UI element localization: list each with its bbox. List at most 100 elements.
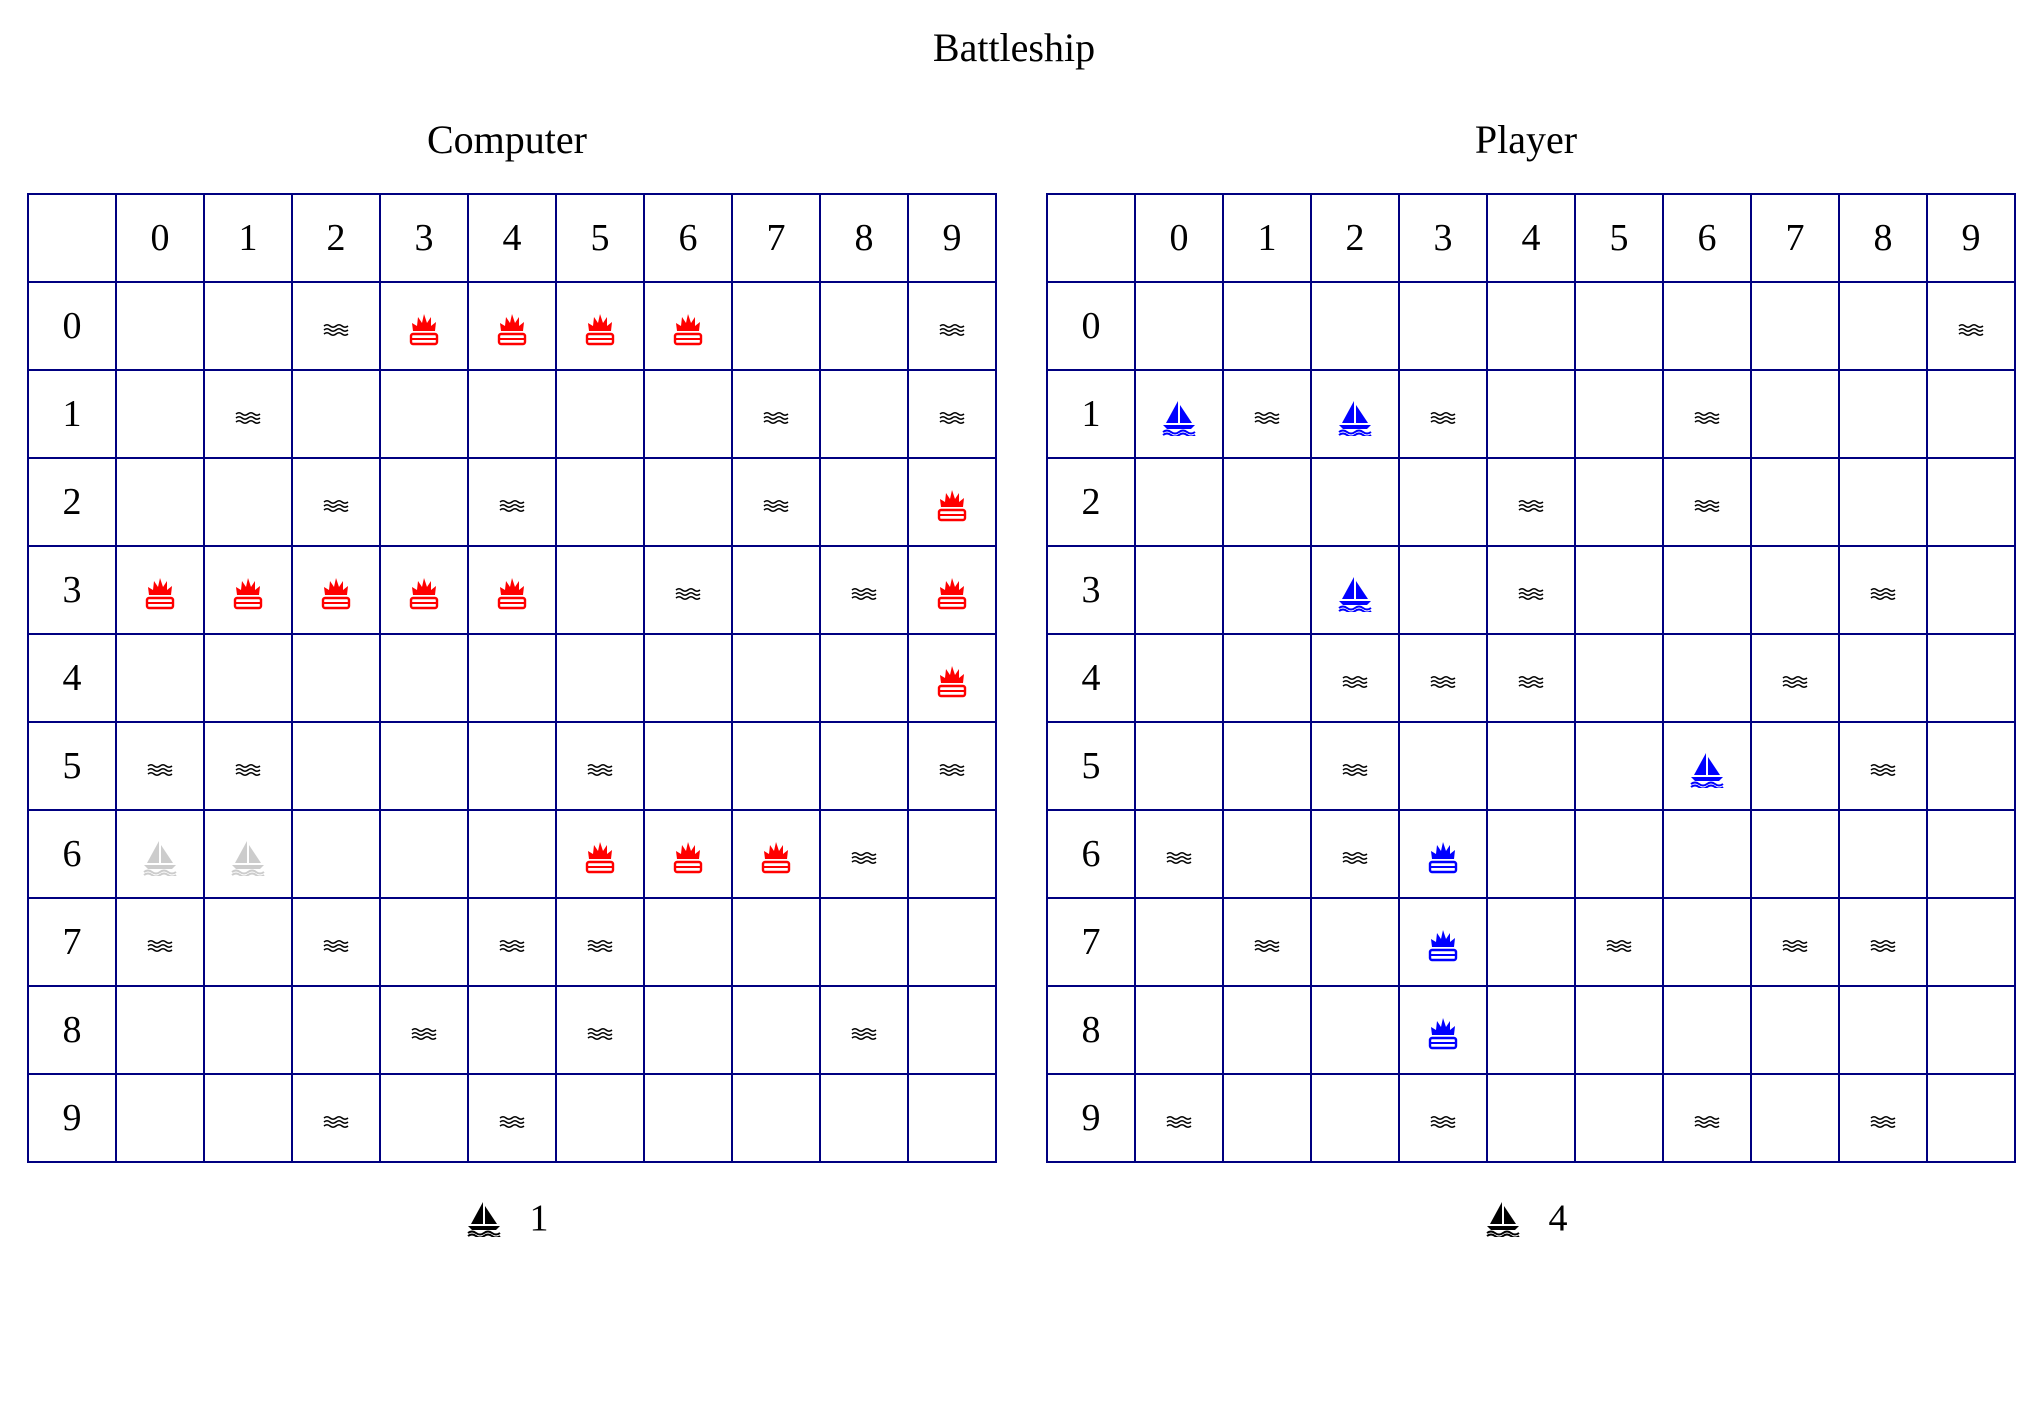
grid-cell[interactable] bbox=[1662, 809, 1752, 899]
grid-cell[interactable] bbox=[1310, 897, 1400, 987]
grid-cell[interactable] bbox=[1750, 1073, 1840, 1163]
grid-cell[interactable] bbox=[203, 457, 293, 547]
grid-cell[interactable] bbox=[731, 721, 821, 811]
grid-cell[interactable] bbox=[115, 721, 205, 811]
grid-cell[interactable] bbox=[1486, 545, 1576, 635]
grid-cell[interactable] bbox=[731, 545, 821, 635]
grid-cell[interactable] bbox=[1222, 633, 1312, 723]
grid-cell[interactable] bbox=[1838, 457, 1928, 547]
grid-cell[interactable] bbox=[1486, 281, 1576, 371]
grid-cell[interactable] bbox=[555, 721, 645, 811]
grid-cell[interactable] bbox=[643, 985, 733, 1075]
grid-cell[interactable] bbox=[1838, 1073, 1928, 1163]
grid-cell[interactable] bbox=[1222, 809, 1312, 899]
grid-cell[interactable] bbox=[1662, 985, 1752, 1075]
grid-cell[interactable] bbox=[819, 721, 909, 811]
grid-cell[interactable] bbox=[1398, 897, 1488, 987]
grid-cell[interactable] bbox=[1574, 633, 1664, 723]
grid-cell[interactable] bbox=[115, 809, 205, 899]
grid-cell[interactable] bbox=[555, 457, 645, 547]
grid-cell[interactable] bbox=[907, 985, 997, 1075]
grid-cell[interactable] bbox=[1134, 721, 1224, 811]
grid-cell[interactable] bbox=[1310, 281, 1400, 371]
grid-cell[interactable] bbox=[115, 633, 205, 723]
grid-cell[interactable] bbox=[1750, 897, 1840, 987]
grid-cell[interactable] bbox=[1398, 457, 1488, 547]
grid-cell[interactable] bbox=[1662, 545, 1752, 635]
grid-cell[interactable] bbox=[555, 281, 645, 371]
grid-cell[interactable] bbox=[1662, 721, 1752, 811]
grid-cell[interactable] bbox=[203, 633, 293, 723]
grid-cell[interactable] bbox=[1222, 985, 1312, 1075]
grid-cell[interactable] bbox=[291, 985, 381, 1075]
grid-cell[interactable] bbox=[1134, 633, 1224, 723]
grid-cell[interactable] bbox=[643, 1073, 733, 1163]
grid-cell[interactable] bbox=[1662, 281, 1752, 371]
grid-cell[interactable] bbox=[291, 721, 381, 811]
grid-cell[interactable] bbox=[1398, 633, 1488, 723]
grid-cell[interactable] bbox=[1574, 457, 1664, 547]
grid-cell[interactable] bbox=[1750, 809, 1840, 899]
grid-cell[interactable] bbox=[643, 721, 733, 811]
grid-cell[interactable] bbox=[643, 809, 733, 899]
grid-cell[interactable] bbox=[291, 633, 381, 723]
grid-cell[interactable] bbox=[907, 545, 997, 635]
grid-cell[interactable] bbox=[379, 545, 469, 635]
grid-cell[interactable] bbox=[731, 633, 821, 723]
grid-cell[interactable] bbox=[467, 721, 557, 811]
grid-cell[interactable] bbox=[1310, 369, 1400, 459]
grid-cell[interactable] bbox=[115, 985, 205, 1075]
grid-cell[interactable] bbox=[1838, 985, 1928, 1075]
grid-cell[interactable] bbox=[1574, 1073, 1664, 1163]
grid-cell[interactable] bbox=[1486, 369, 1576, 459]
grid-cell[interactable] bbox=[1134, 369, 1224, 459]
grid-cell[interactable] bbox=[1222, 281, 1312, 371]
grid-cell[interactable] bbox=[907, 457, 997, 547]
grid-cell[interactable] bbox=[379, 457, 469, 547]
grid-cell[interactable] bbox=[379, 633, 469, 723]
grid-cell[interactable] bbox=[1310, 633, 1400, 723]
grid-cell[interactable] bbox=[1662, 369, 1752, 459]
grid-cell[interactable] bbox=[1838, 809, 1928, 899]
grid-cell[interactable] bbox=[291, 1073, 381, 1163]
grid-cell[interactable] bbox=[1574, 897, 1664, 987]
grid-cell[interactable] bbox=[1398, 809, 1488, 899]
grid-cell[interactable] bbox=[1486, 633, 1576, 723]
grid-cell[interactable] bbox=[907, 369, 997, 459]
grid-cell[interactable] bbox=[731, 1073, 821, 1163]
grid-cell[interactable] bbox=[203, 721, 293, 811]
grid-cell[interactable] bbox=[203, 809, 293, 899]
grid-cell[interactable] bbox=[731, 985, 821, 1075]
grid-cell[interactable] bbox=[1310, 545, 1400, 635]
grid-cell[interactable] bbox=[1222, 457, 1312, 547]
grid-cell[interactable] bbox=[1398, 985, 1488, 1075]
grid-cell[interactable] bbox=[1222, 721, 1312, 811]
grid-cell[interactable] bbox=[1310, 721, 1400, 811]
grid-cell[interactable] bbox=[1310, 1073, 1400, 1163]
grid-cell[interactable] bbox=[1134, 545, 1224, 635]
grid-cell[interactable] bbox=[1750, 457, 1840, 547]
grid-cell[interactable] bbox=[643, 281, 733, 371]
grid-cell[interactable] bbox=[555, 369, 645, 459]
grid-cell[interactable] bbox=[1486, 897, 1576, 987]
grid-cell[interactable] bbox=[819, 633, 909, 723]
grid-cell[interactable] bbox=[1574, 809, 1664, 899]
grid-cell[interactable] bbox=[643, 369, 733, 459]
grid-cell[interactable] bbox=[291, 457, 381, 547]
grid-cell[interactable] bbox=[379, 281, 469, 371]
grid-cell[interactable] bbox=[1750, 721, 1840, 811]
grid-cell[interactable] bbox=[1926, 809, 2016, 899]
grid-cell[interactable] bbox=[1838, 633, 1928, 723]
grid-cell[interactable] bbox=[1926, 897, 2016, 987]
grid-cell[interactable] bbox=[1750, 985, 1840, 1075]
grid-cell[interactable] bbox=[203, 281, 293, 371]
grid-cell[interactable] bbox=[1662, 633, 1752, 723]
grid-cell[interactable] bbox=[1134, 897, 1224, 987]
grid-cell[interactable] bbox=[291, 897, 381, 987]
grid-cell[interactable] bbox=[1398, 721, 1488, 811]
grid-cell[interactable] bbox=[379, 369, 469, 459]
grid-cell[interactable] bbox=[555, 633, 645, 723]
grid-cell[interactable] bbox=[1222, 897, 1312, 987]
grid-cell[interactable] bbox=[819, 809, 909, 899]
grid-cell[interactable] bbox=[907, 281, 997, 371]
